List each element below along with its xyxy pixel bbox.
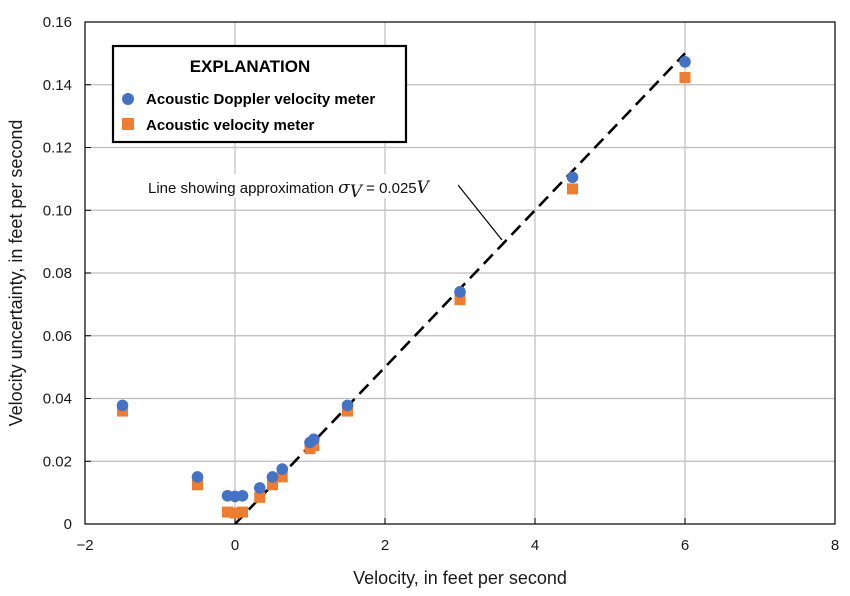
y-tick-label: 0.16 <box>43 14 72 31</box>
adv-data-point <box>566 171 579 184</box>
annotation-text: Line showing approximation σV = 0.025V <box>148 178 431 202</box>
y-tick-label: 0.14 <box>43 77 72 94</box>
avm-data-point <box>679 72 691 84</box>
annotation-background <box>142 174 458 198</box>
legend-box <box>111 44 408 144</box>
annotation-leader-line <box>457 184 503 241</box>
adv-data-point <box>116 399 129 412</box>
avm-data-point <box>267 479 278 491</box>
avm-data-point <box>192 479 203 491</box>
annotation-equation: = 0.025 <box>362 180 417 197</box>
avm-data-point <box>567 183 578 195</box>
legend-title: EXPLANATION <box>190 57 311 76</box>
avm-data-point <box>254 491 266 503</box>
adv-data-point <box>276 463 289 475</box>
x-tick-label: −2 <box>76 537 93 554</box>
y-tick-label: 0 <box>64 516 72 533</box>
y-tick-label: 0.04 <box>43 391 72 408</box>
legend-marker-acoustic-doppler <box>122 93 134 105</box>
adv-data-point <box>266 471 279 483</box>
y-tick-label: 0.08 <box>43 265 72 282</box>
adv-data-point <box>341 399 354 412</box>
axis-ticks: −2 0 2 4 6 800.020.040.060.080.100.120.140.16 <box>43 14 839 554</box>
avm-data-point <box>229 507 241 519</box>
x-tick-label: 6 <box>681 537 689 554</box>
avm-data-point <box>237 506 248 518</box>
annotation-prefix: Line showing approximation <box>148 180 338 197</box>
x-tick-label: 2 <box>381 537 389 554</box>
y-axis-title: Velocity uncertainty, in feet per second <box>6 120 26 427</box>
x-axis-title: Velocity, in feet per second <box>353 568 567 588</box>
annotation-variable: V <box>417 178 431 198</box>
y-tick-label: 0.02 <box>43 453 72 470</box>
annotation-subscript: V <box>350 182 364 202</box>
y-tick-label: 0.12 <box>43 140 72 157</box>
adv-data-point <box>191 471 204 483</box>
legend: EXPLANATION Acoustic Doppler velocity me… <box>111 44 408 144</box>
adv-data-point <box>679 56 691 68</box>
x-tick-label: 0 <box>231 537 239 554</box>
adv-data-point <box>253 482 266 494</box>
adv-data-point <box>454 286 466 298</box>
legend-label-acoustic-doppler: Acoustic Doppler velocity meter <box>146 91 375 108</box>
legend-marker-acoustic-velocity <box>122 118 134 130</box>
legend-label-acoustic-velocity: Acoustic velocity meter <box>146 117 315 134</box>
adv-data-point <box>307 433 320 446</box>
x-tick-label: 8 <box>831 537 839 554</box>
avm-data-point <box>222 506 233 518</box>
y-tick-label: 0.10 <box>43 202 72 219</box>
adv-data-point <box>236 489 249 502</box>
annotation-sigma-symbol: σ <box>338 178 350 198</box>
reference-line-annotation: Line showing approximation σV = 0.025V <box>142 174 503 241</box>
data-points <box>116 56 691 519</box>
avm-data-point <box>454 294 466 306</box>
x-tick-label: 4 <box>531 537 539 554</box>
avm-data-point <box>276 471 288 483</box>
y-tick-label: 0.06 <box>43 328 72 345</box>
